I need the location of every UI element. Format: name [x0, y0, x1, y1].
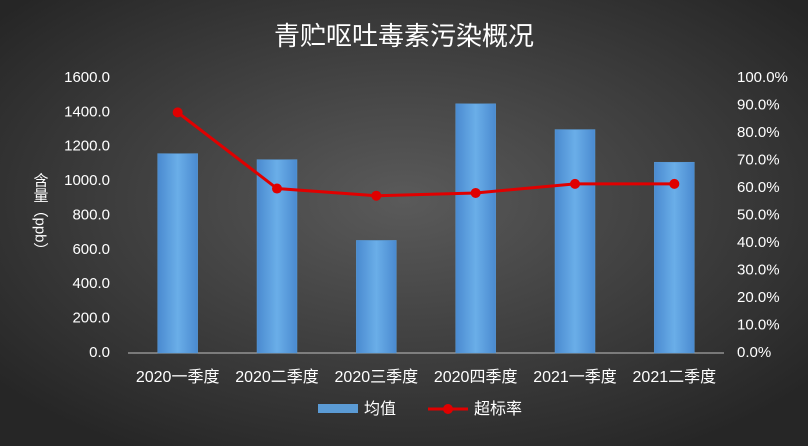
- chart-title: 青贮呕吐毒素污染概况: [274, 21, 534, 51]
- y-tick-label: 0.0: [89, 344, 110, 361]
- line-marker: [470, 187, 481, 198]
- legend-label: 超标率: [474, 400, 522, 418]
- bar: [356, 240, 397, 354]
- y-axis-label: 含量（ppb）: [32, 172, 49, 257]
- x-tick-label: 2020四季度: [434, 368, 518, 386]
- x-tick-label: 2020二季度: [235, 368, 319, 386]
- y-tick-label: 600.0: [72, 241, 110, 258]
- line-marker: [669, 178, 680, 189]
- legend-swatch: [443, 404, 453, 414]
- y2-tick-label: 70.0%: [737, 151, 780, 168]
- y2-tick-label: 90.0%: [737, 96, 780, 113]
- y2-tick-label: 50.0%: [737, 206, 780, 223]
- line: [176, 111, 675, 198]
- y2-tick-label: 0.0%: [737, 344, 771, 361]
- bar: [654, 161, 695, 354]
- legend-swatch: [318, 404, 358, 413]
- bar: [157, 153, 198, 354]
- y2-tick-label: 40.0%: [737, 234, 780, 251]
- y2-tick-label: 60.0%: [737, 179, 780, 196]
- line-marker: [371, 190, 382, 201]
- y2-tick-label: 80.0%: [737, 124, 780, 141]
- line-marker: [272, 183, 282, 194]
- y2-tick-label: 20.0%: [737, 289, 780, 306]
- y-tick-label: 1400.0: [64, 103, 110, 120]
- y-tick-label: 200.0: [72, 310, 110, 327]
- y-tick-label: 1200.0: [64, 138, 110, 155]
- x-tick-label: 2020一季度: [136, 368, 220, 386]
- y-tick-label: 1000.0: [64, 172, 110, 189]
- bar: [455, 103, 496, 354]
- y2-tick-label: 10.0%: [737, 316, 780, 333]
- x-tick-label: 2021二季度: [633, 368, 717, 386]
- y-tick-label: 1600.0: [64, 69, 110, 86]
- x-tick-label: 2021一季度: [533, 368, 617, 386]
- bar: [554, 129, 596, 354]
- y-tick-label: 400.0: [72, 275, 110, 292]
- line-marker: [172, 107, 183, 118]
- line-marker: [570, 178, 580, 189]
- y-tick-label: 800.0: [72, 206, 110, 223]
- x-tick-label: 2020三季度: [335, 368, 419, 386]
- y2-tick-label: 100.0%: [737, 69, 788, 86]
- legend-label: 均值: [364, 400, 396, 418]
- y2-tick-label: 30.0%: [737, 261, 780, 278]
